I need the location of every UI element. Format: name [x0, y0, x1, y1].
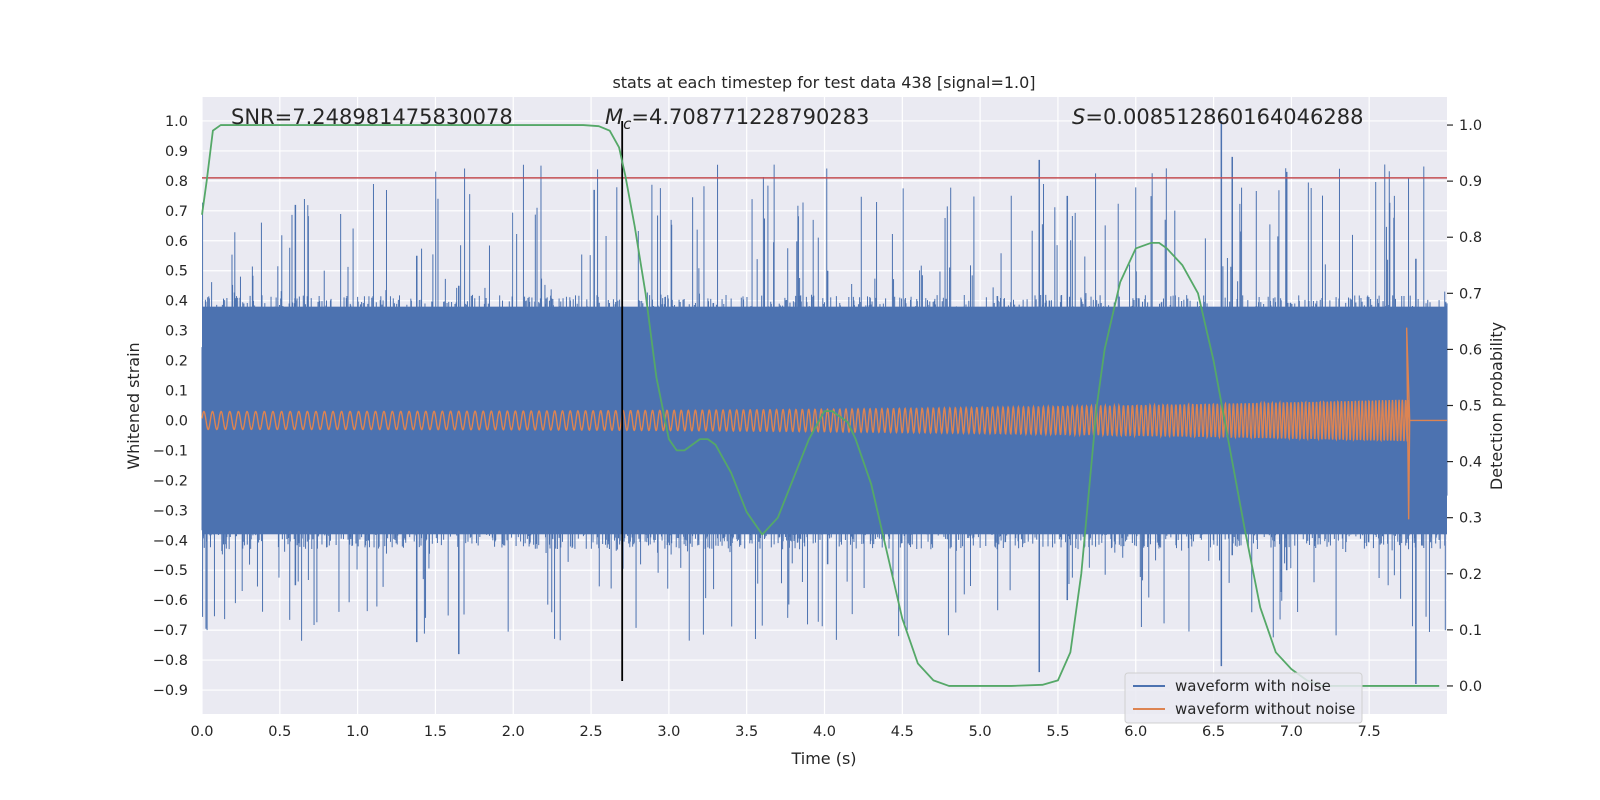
chirp-mass-annotation: Mc=4.708771228790283 [605, 105, 869, 133]
chirp-mass-symbol: M [605, 105, 623, 129]
y-tick-label-left: −0.8 [153, 653, 188, 669]
y-tick-label-right: 0.5 [1459, 399, 1482, 415]
chart-title: stats at each timestep for test data 438… [612, 73, 1035, 92]
waveform-with-noise-spikes [294, 120, 1417, 685]
y-tick-label-left: −0.3 [153, 503, 188, 519]
tick-labels: 0.0 0.5 1.0 1.5 2.0 2.5 3.0 3.5 4.0 4.5 5.0 5.5 6.0 6… [153, 114, 1482, 740]
y-tick-label-left: −0.9 [153, 683, 188, 699]
x-tick-label: 5.5 [1046, 724, 1069, 740]
x-tick-label: 2.5 [580, 724, 603, 740]
y-tick-label-right: 0.9 [1459, 174, 1482, 190]
y-tick-label-right: 0.3 [1459, 511, 1482, 527]
x-tick-label: 1.5 [424, 724, 447, 740]
x-tick-label: 7.0 [1280, 724, 1303, 740]
x-tick-label: 6.0 [1124, 724, 1147, 740]
y-tick-label-left: 0.2 [165, 354, 188, 370]
y-axis-label-right: Detection probability [1487, 322, 1506, 490]
y-tick-label-right: 0.1 [1459, 623, 1482, 639]
x-tick-label: 6.5 [1202, 724, 1225, 740]
x-tick-label: 3.5 [735, 724, 758, 740]
y-tick-label-left: 1.0 [165, 114, 188, 130]
y-tick-label-right: 0.0 [1459, 679, 1482, 695]
waveform-without-noise-series [201, 327, 1447, 520]
s-annotation: S=0.008512860164046288 [1072, 105, 1363, 129]
waveform-without-noise-line [201, 327, 1447, 520]
chirp-mass-value: =4.708771228790283 [631, 105, 869, 129]
y-tick-label-left: 0.8 [165, 174, 188, 190]
y-tick-label-left: −0.7 [153, 623, 188, 639]
y-tick-label-left: 0.4 [165, 294, 188, 310]
snr-annotation: SNR=7.248981475830078 [231, 105, 513, 129]
legend-label-noise: waveform with noise [1175, 677, 1331, 695]
x-tick-label: 0.0 [190, 724, 213, 740]
y-axis-label-left: Whitened strain [124, 342, 143, 469]
legend-box [1124, 672, 1363, 724]
y-tick-label-left: 0.6 [165, 234, 188, 250]
y-tick-label-right: 0.7 [1459, 286, 1482, 302]
y-tick-label-left: 0.5 [165, 264, 188, 280]
x-tick-label: 4.0 [813, 724, 836, 740]
s-value: =0.008512860164046288 [1085, 105, 1363, 129]
x-tick-label: 1.0 [346, 724, 369, 740]
y-tick-label-right: 0.8 [1459, 230, 1482, 246]
y-tick-label-left: 0.9 [165, 144, 188, 160]
y-tick-label-left: 0.3 [165, 324, 188, 340]
s-symbol: S [1072, 105, 1085, 129]
y-tick-label-left: −0.5 [153, 563, 188, 579]
x-tick-label: 2.0 [502, 724, 525, 740]
detection-probability-series [201, 124, 1440, 687]
x-tick-label: 5.0 [969, 724, 992, 740]
x-tick-label: 7.5 [1358, 724, 1381, 740]
detection-probability-line [201, 124, 1440, 687]
x-tick-label: 0.5 [268, 724, 291, 740]
y-tick-label-right: 0.2 [1459, 567, 1482, 583]
y-tick-label-left: 0.7 [165, 204, 188, 220]
y-tick-label-right: 1.0 [1459, 118, 1482, 134]
x-tick-label: 3.0 [657, 724, 680, 740]
y-tick-label-left: 0.1 [165, 384, 188, 400]
x-tick-label: 4.5 [891, 724, 914, 740]
y-tick-label-left: −0.6 [153, 593, 188, 609]
y-tick-label-left: 0.0 [165, 413, 188, 429]
y-tick-label-left: −0.1 [153, 443, 188, 459]
y-tick-label-right: 0.4 [1459, 455, 1482, 471]
legend: waveform with noise waveform without noi… [1124, 672, 1363, 724]
x-axis-label: Time (s) [790, 749, 856, 768]
y-tick-label-left: −0.4 [153, 533, 188, 549]
y-tick-label-left: −0.2 [153, 473, 188, 489]
y-tick-label-right: 0.6 [1459, 342, 1482, 358]
legend-label-clean: waveform without noise [1175, 700, 1355, 718]
chirp-mass-subscript: c [623, 115, 632, 133]
